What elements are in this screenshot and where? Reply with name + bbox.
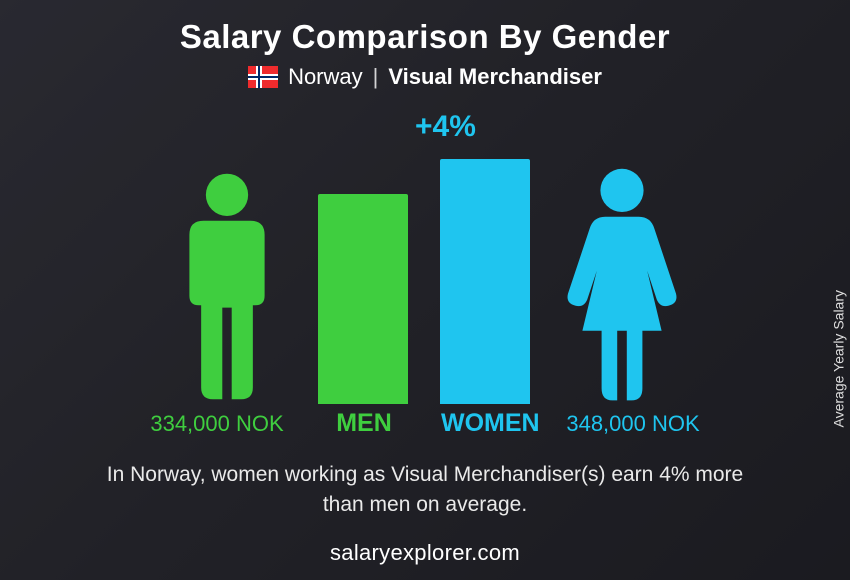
- men-category: MEN: [319, 409, 409, 438]
- delta-badge: +4%: [415, 110, 476, 144]
- header: Salary Comparison By Gender Norway | Vis…: [0, 0, 850, 90]
- page-title: Salary Comparison By Gender: [0, 18, 850, 56]
- country-label: Norway: [288, 64, 363, 90]
- caption-text: In Norway, women working as Visual Merch…: [85, 460, 765, 521]
- men-salary: 334,000 NOK: [147, 411, 287, 437]
- norway-flag-icon: [248, 66, 278, 88]
- source-footer: salaryexplorer.com: [0, 540, 850, 566]
- female-icon: [562, 164, 682, 404]
- men-bar: [318, 194, 408, 404]
- salary-chart: +4%: [115, 118, 735, 438]
- male-icon: [168, 169, 286, 404]
- women-salary: 348,000 NOK: [563, 411, 703, 437]
- women-bar: [440, 159, 530, 404]
- subtitle: Norway | Visual Merchandiser: [0, 64, 850, 90]
- separator: |: [373, 64, 379, 90]
- y-axis-label: Average Yearly Salary: [830, 290, 846, 428]
- role-label: Visual Merchandiser: [388, 64, 602, 90]
- women-category: WOMEN: [441, 409, 531, 438]
